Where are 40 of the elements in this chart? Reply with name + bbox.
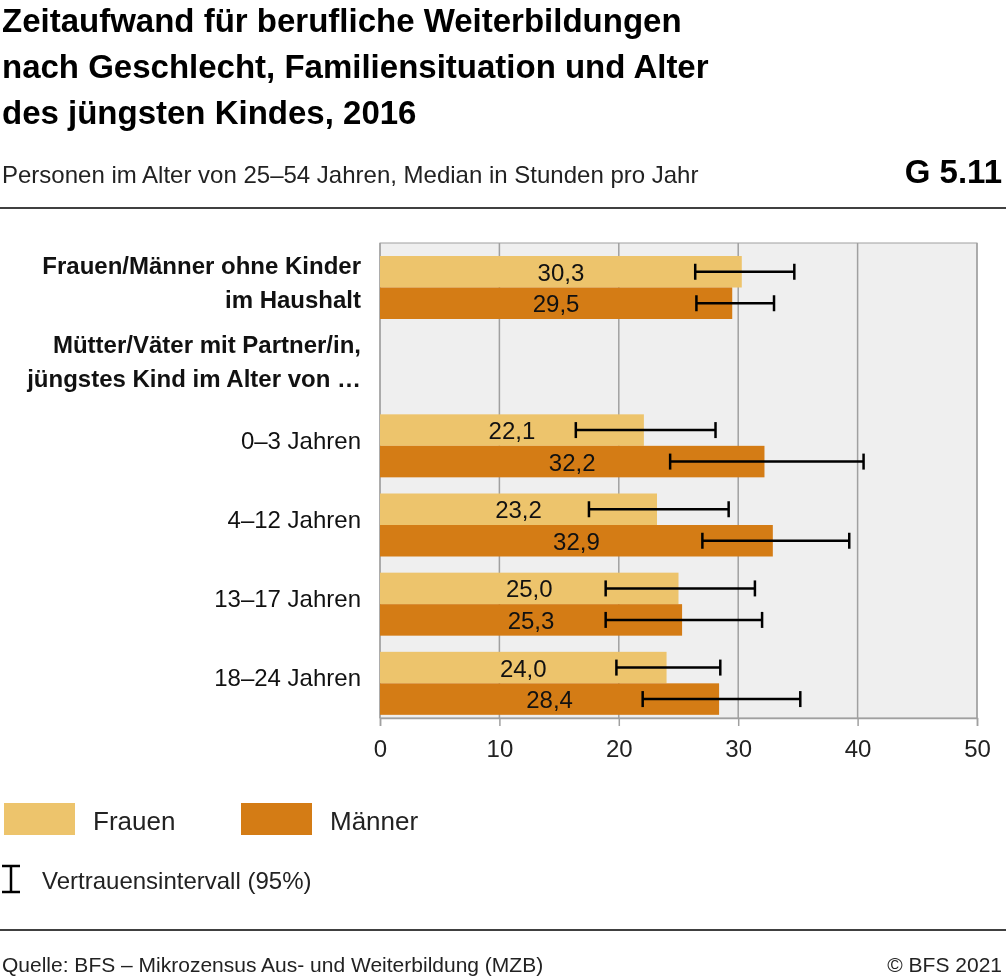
data-label: 23,2 [495, 496, 542, 524]
x-tick-label: 20 [605, 735, 633, 763]
y-tick-label: Frauen/Männer ohne Kinder im Haushalt [42, 251, 362, 313]
data-label: 32,9 [553, 527, 600, 555]
data-label: 29,5 [532, 290, 580, 318]
bar [380, 604, 683, 636]
source-note: Quelle: BFS – Mikrozensus Aus- und Weiterbildung (MZB) [2, 953, 544, 976]
bar [380, 683, 720, 715]
bar [380, 572, 679, 605]
data-label: 22,1 [488, 417, 536, 445]
bar [380, 493, 658, 525]
x-tick-label: 50 [964, 735, 991, 763]
bar [380, 414, 644, 446]
text: © BFS 2021 [887, 953, 1002, 976]
y-tick-label: 0–3 Jahren [240, 426, 361, 454]
y-tick-label: 13–17 Jahren [214, 585, 361, 613]
data-label: 25,3 [507, 606, 555, 634]
bar [380, 287, 733, 319]
y-tick-label: 18–24 Jahren [214, 664, 361, 692]
x-tick-label: 0 [373, 735, 388, 763]
y-tick-label: 4–12 Jahren [227, 506, 361, 534]
x-tick-label: 10 [486, 735, 514, 763]
text: Vertrauensintervall (95%) [42, 867, 312, 894]
data-label: 32,2 [548, 448, 596, 476]
x-tick-label: 40 [844, 735, 872, 763]
bar [380, 525, 773, 557]
legend-label: Männer [330, 806, 419, 836]
data-label: 28,4 [526, 686, 573, 714]
bar [380, 651, 667, 684]
data-label: 25,0 [505, 575, 553, 603]
data-label: 24,0 [499, 654, 547, 682]
bar [380, 256, 742, 288]
bar [380, 445, 765, 478]
x-tick-label: 30 [725, 735, 753, 763]
chart-title: Zeitaufwand für berufliche Weiterbildungen nach Geschlecht, Familiensituation und Alter des jüngsten Kindes, 2016 [2, 2, 709, 131]
data-label: 30,3 [537, 258, 585, 286]
text: G 5.11 [904, 153, 1002, 190]
y-tick-label: Mütter/Väter mit Partner/in, jüngstes Kind im Alter von … [26, 330, 361, 392]
legend-label: Frauen [93, 806, 176, 836]
chart-subtitle: Personen im Alter von 25–54 Jahren, Median in Stunden pro Jahr [2, 161, 699, 188]
